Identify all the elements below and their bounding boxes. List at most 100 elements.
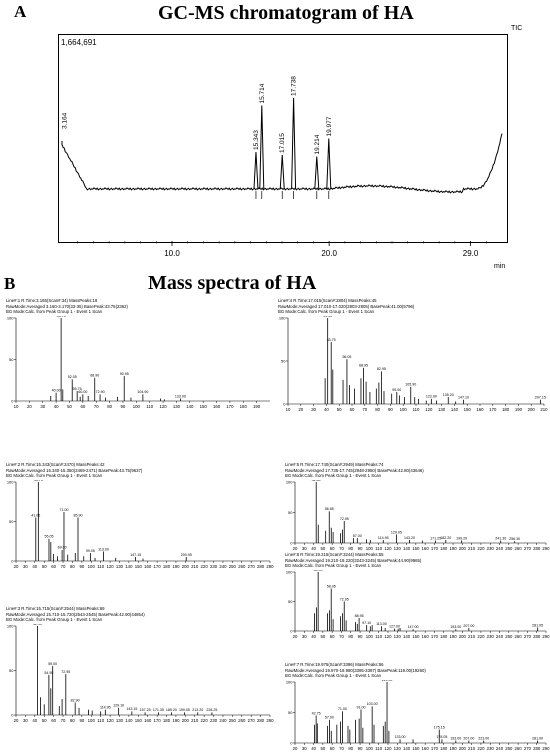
chromatogram-peak	[253, 151, 259, 190]
peak-mz-label: 56.85	[325, 507, 334, 511]
x-tick-label: 20.0	[321, 249, 337, 258]
peak-mz-label: 228.25	[206, 708, 217, 712]
x-tick-label: 80	[107, 404, 112, 409]
spectrum-header-line: Line#:3 R.Time:15.715(Scan#:2544) MassPe…	[6, 606, 105, 611]
chromatogram-peak	[259, 105, 265, 190]
x-tick-label: 90	[79, 718, 84, 723]
peak-mz-label: 182.20	[440, 536, 451, 540]
peak-mz-label: 199.20	[456, 536, 467, 540]
x-tick-label: 190	[253, 404, 261, 409]
peak-mz-label: 113.00	[98, 547, 109, 551]
spectrum-header-line: Line#:6 R.Time:19.215(Scan#:3244) MassPe…	[285, 552, 384, 557]
y-tick-label: 100	[7, 480, 14, 485]
x-tick-label: 100	[366, 546, 374, 551]
peak-mz-label: 88.95	[355, 614, 364, 618]
peak-mz-label: 185.20	[166, 708, 177, 712]
y-tick-label: 0	[11, 713, 14, 718]
x-tick-label: 110	[375, 546, 382, 551]
x-tick-label: 200	[528, 407, 536, 412]
mass-spectra-title: Mass spectra of HA	[148, 272, 317, 294]
spectrum-header: Line#:1 R.Time:3.165(Scan#:34) MassPeaks…	[6, 298, 274, 315]
peak-label: 17.738	[291, 76, 298, 96]
y-tick-label: 50	[288, 710, 293, 715]
x-tick-label: 240	[496, 634, 504, 639]
x-tick-label: 60	[330, 546, 335, 551]
peak-mz-label: 40.00	[52, 389, 61, 393]
x-tick-label: 220	[477, 634, 485, 639]
peak-mz-label: 193.00	[450, 625, 461, 629]
spectrum-header-line: Line#:4 R.Time:17.015(Scan#:2804) MassPe…	[278, 298, 377, 303]
x-tick-label: 200	[182, 564, 190, 569]
x-tick-label: 30	[302, 546, 307, 551]
y-tick-label: 100	[279, 316, 286, 321]
peak-mz-label: 57.00	[325, 716, 334, 720]
x-tick-label: 40	[32, 564, 37, 569]
chromatogram-plot: 3.164 15.343 15.714 17.015 17.738 19.214 19.97…	[61, 76, 503, 199]
x-tick-label: 40	[324, 407, 329, 412]
x-tick-label: 130	[394, 546, 402, 551]
x-tick-label: 40	[311, 634, 316, 639]
spectrum-header: Line#:4 R.Time:17.015(Scan#:2804) MassPe…	[278, 298, 548, 315]
x-tick-label: 210	[468, 546, 476, 551]
x-tick-label: 40	[54, 404, 59, 409]
mass-spectrum-4: Line#:4 R.Time:17.015(Scan#:2804) MassPe…	[278, 298, 548, 413]
x-tick-label: 20	[14, 718, 19, 723]
peak-mz-label: 207.00	[463, 624, 474, 628]
peak-mz-label: 103.00	[367, 702, 378, 706]
y-tick-label: 50	[281, 359, 286, 364]
x-tick-label: 40	[311, 746, 316, 751]
x-tick-label: 210	[468, 634, 476, 639]
peak-mz-label: 114.95	[378, 536, 389, 540]
spectrum-header-line: BG Mode:Calc. from Peak Group 1 - Event …	[285, 673, 382, 679]
spectrum-plot: 0 50 100 10 20 30 40 50 60 70 80 90 100 110 120 130 140 1…	[7, 316, 270, 409]
x-tick-label: 160	[422, 746, 430, 751]
x-tick-label: 260	[238, 718, 246, 723]
x-tick-label: 50	[67, 404, 72, 409]
x-tick-label: 210	[191, 718, 199, 723]
x-tick-label: 120	[159, 404, 167, 409]
spectrum-header-line: RawMode:Averaged 17.010-17.020(2803-2805…	[278, 303, 415, 309]
y-tick-label: 100	[7, 316, 14, 321]
spectrum-header-line: Line#:2 R.Time:15.343(Scan#:2470) MassPe…	[6, 462, 105, 467]
peak-mz-label: 143.20	[404, 536, 415, 540]
x-tick-label: 190	[172, 564, 180, 569]
x-tick-label: 30	[311, 407, 316, 412]
x-tick-label: 130	[394, 746, 402, 751]
peak-mz-label: 97.10	[362, 621, 371, 625]
x-tick-label: 290	[266, 564, 274, 569]
peak-mz-label: 175.15	[434, 725, 445, 729]
y-tick-label: 50	[9, 519, 14, 524]
peak-mz-label: 69.00	[58, 546, 67, 550]
x-tick-label: 130	[438, 407, 446, 412]
x-tick-label: 230	[487, 634, 495, 639]
x-tick-label: 160	[213, 404, 221, 409]
peak-mz-label: 82.90	[71, 698, 80, 702]
x-tick-label: 270	[524, 634, 532, 639]
y-tick-label: 100	[286, 680, 293, 685]
peak-mz-label: 41.00	[323, 316, 332, 318]
spectrum-plot: 0 50 100 10 20 30 40 50 60 70 80 90 100 110 120 130 140 1…	[279, 316, 548, 412]
panel-a-letter: A	[14, 2, 27, 21]
x-tick-label: 40	[32, 718, 37, 723]
x-tick-label: 110	[146, 404, 153, 409]
x-tick-label: 160	[476, 407, 484, 412]
x-tick-label: 100	[366, 746, 374, 751]
x-tick-label: 200	[459, 634, 467, 639]
peak-mz-label: 43.75	[34, 480, 43, 482]
x-tick-label: 290	[266, 718, 274, 723]
x-tick-label: 29.0	[463, 249, 479, 258]
y-tick-label: 0	[11, 399, 14, 404]
x-tick-label: 90	[358, 634, 363, 639]
spectrum-header-line: RawMode:Averaged 17.735-17.745(2948-2950…	[285, 467, 424, 473]
peak-mz-label: 42.75	[312, 711, 321, 715]
x-tick-label: 60	[350, 407, 355, 412]
x-tick-label: 220	[201, 564, 209, 569]
x-tick-label: 240	[219, 718, 227, 723]
peak-mz-label: 281.05	[532, 623, 543, 627]
spectrum-header-line: RawMode:Averaged 19.210-19.220(3243-3245…	[285, 557, 422, 563]
y-tick-label: 50	[9, 357, 14, 362]
x-tick-label: 210	[540, 407, 548, 412]
peak-label: 15.714	[259, 83, 266, 103]
peak-mz-label: 213.20	[192, 708, 203, 712]
